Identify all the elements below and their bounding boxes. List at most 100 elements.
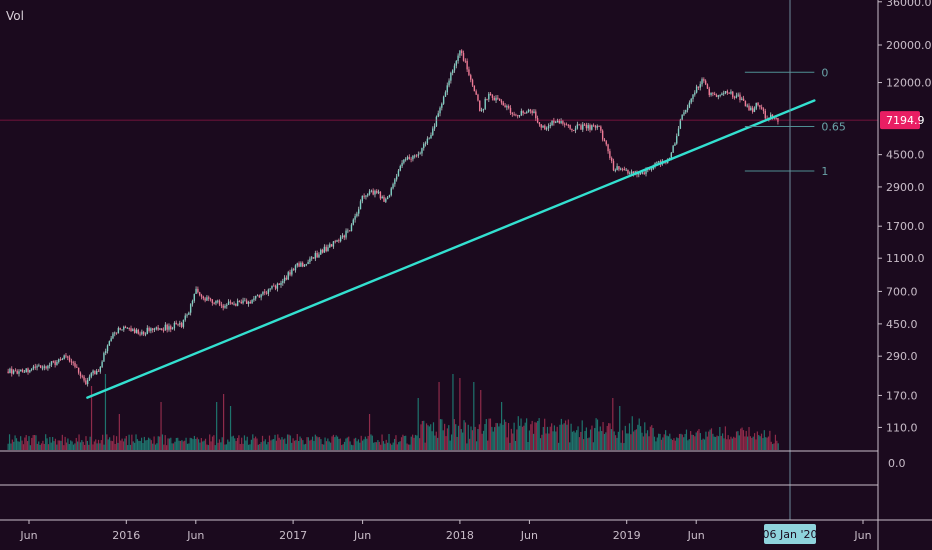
candle-body: [480, 110, 483, 111]
candle-body: [372, 190, 374, 195]
candle-body: [83, 376, 85, 381]
volume-bar: [270, 440, 272, 450]
volume-bar: [241, 437, 243, 450]
candle-body: [148, 327, 150, 331]
candle-body: [692, 94, 694, 99]
candle-body: [235, 303, 237, 306]
candle-body: [554, 122, 557, 124]
volume-bar: [274, 434, 276, 450]
volume-bar: [106, 434, 108, 450]
volume-bar: [715, 436, 717, 450]
candle-body: [677, 128, 680, 137]
volume-bar: [456, 436, 458, 450]
price-axis[interactable]: 36000.0 20000.0 12000.0 7194.9 4500.0 2900.0 1…: [878, 0, 932, 434]
indicator-zero-label: 0.0: [888, 457, 906, 470]
volume-bar: [726, 439, 728, 450]
candle-body: [348, 230, 351, 232]
volume-bar: [595, 418, 597, 450]
candle-body: [363, 195, 365, 197]
volume-bar: [696, 430, 699, 450]
volume-bar: [601, 431, 603, 450]
volume-bar: [8, 434, 11, 450]
indicator-label[interactable]: Vol: [6, 9, 24, 23]
candle-body: [157, 327, 159, 330]
volume-bar: [117, 442, 119, 450]
candle-body: [404, 159, 407, 161]
volume-bar: [399, 441, 401, 450]
candle-body: [117, 328, 120, 334]
volume-bar: [605, 432, 607, 450]
volume-bar: [680, 433, 682, 450]
volume-bar: [663, 434, 665, 450]
candle-body: [435, 116, 438, 126]
candle-body: [607, 144, 609, 152]
candle-body: [193, 293, 195, 301]
volume-bar: [591, 425, 593, 450]
volume-bar: [75, 437, 77, 450]
candle-body: [334, 241, 336, 243]
volume-bar: [239, 444, 241, 450]
candle-body: [38, 365, 40, 367]
trendline[interactable]: [86, 99, 816, 399]
volume-bar: [78, 434, 80, 450]
volume-bar: [74, 443, 76, 450]
candle-body: [437, 113, 439, 117]
volume-bar: [207, 445, 209, 450]
volume-bar: [90, 386, 93, 450]
candle-body: [704, 80, 707, 85]
volume-bar: [182, 441, 184, 450]
volume-bar: [261, 435, 264, 450]
volume-bar: [544, 418, 546, 450]
volume-bar: [708, 431, 710, 450]
volume-bar: [131, 434, 133, 450]
volume-bar: [146, 439, 148, 450]
candle-body: [395, 176, 398, 180]
volume-bar: [373, 442, 375, 450]
volume-bar: [599, 426, 601, 450]
volume-bar: [164, 435, 166, 450]
candle-body: [247, 301, 250, 304]
time-axis[interactable]: Jun 2016 Jun 2017 Jun 2018 Jun 2019 Jun Jun 06 Jan…: [19, 520, 872, 544]
volume-bar: [89, 436, 91, 450]
candle-body: [350, 224, 353, 232]
candle-body: [361, 195, 364, 202]
volume-bar: [756, 431, 758, 450]
candle-body: [578, 124, 580, 126]
volume-bar: [450, 434, 453, 450]
candle-body: [419, 153, 421, 155]
candle-body: [39, 365, 42, 368]
candle-body: [101, 361, 103, 367]
volume-bar: [343, 441, 346, 450]
volume-bar: [690, 431, 692, 450]
volume-bar: [512, 433, 514, 450]
volume-bar: [713, 436, 715, 450]
candle-body: [206, 297, 208, 301]
volume-bar: [677, 438, 679, 450]
volume-bar: [749, 436, 752, 450]
candle-body: [498, 98, 501, 101]
volume-bar: [474, 426, 476, 450]
volume-bar: [617, 431, 619, 450]
candle-body: [29, 369, 31, 373]
volume-bar: [360, 435, 362, 450]
volume-bar: [156, 443, 158, 450]
volume-bar: [228, 441, 230, 450]
candle-body: [639, 172, 642, 174]
candle-body: [470, 75, 472, 80]
y-tick-label: 36000.0: [886, 0, 932, 9]
volume-bar: [334, 437, 336, 450]
volume-bar: [762, 438, 764, 450]
crosshair-date-tag: [764, 524, 816, 544]
volume-bar: [211, 436, 214, 450]
volume-bar: [589, 429, 592, 450]
candle-body: [332, 241, 335, 247]
candle-body: [307, 261, 309, 265]
candle-body: [732, 91, 734, 98]
volume-bar: [651, 425, 653, 450]
volume-bar: [587, 438, 589, 450]
volume-bar: [11, 439, 13, 450]
candle-body: [200, 294, 203, 297]
volume-bar: [196, 437, 198, 450]
candle-body: [262, 291, 264, 295]
